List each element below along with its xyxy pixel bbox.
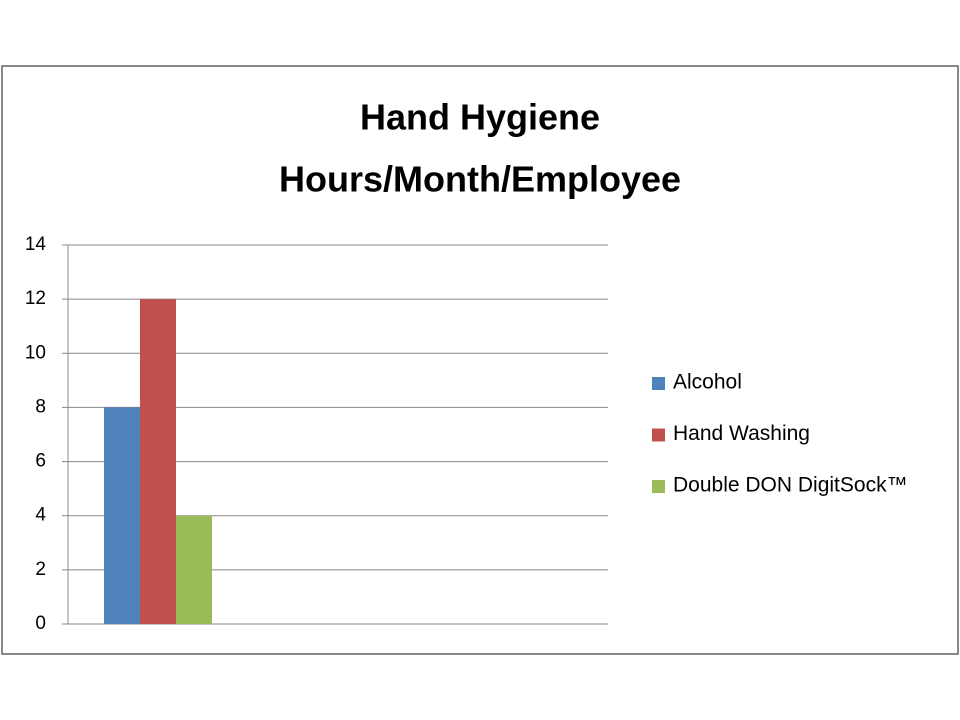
legend-swatch — [652, 480, 665, 493]
legend-label: Hand Washing — [673, 422, 810, 445]
bar — [176, 515, 212, 624]
y-tick-label: 4 — [35, 505, 46, 526]
legend-label: Double DON DigitSock™ — [673, 474, 908, 497]
y-tick-label: 8 — [35, 396, 46, 417]
chart-title: Hand Hygiene — [360, 97, 600, 138]
bar — [104, 407, 140, 624]
bar — [140, 299, 176, 624]
y-tick-label: 14 — [25, 234, 47, 255]
y-tick-label: 2 — [35, 559, 46, 580]
chart-title: Hours/Month/Employee — [279, 159, 681, 200]
legend-swatch — [652, 428, 665, 442]
y-tick-label: 6 — [35, 451, 46, 472]
legend-label: Alcohol — [673, 371, 742, 394]
y-tick-label: 12 — [25, 288, 46, 309]
y-tick-label: 10 — [25, 342, 46, 363]
y-tick-label: 0 — [35, 613, 46, 634]
legend-swatch — [652, 377, 665, 390]
